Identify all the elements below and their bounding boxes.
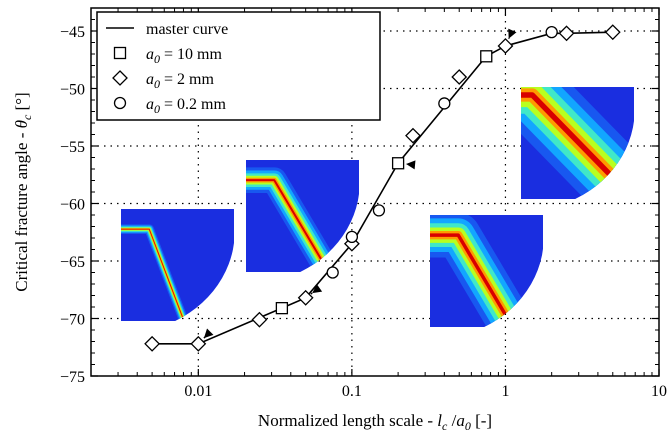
x-tick-label: 10 <box>651 383 667 400</box>
inset-band <box>430 233 513 326</box>
legend-box <box>96 11 381 121</box>
data-point-circle <box>545 26 558 39</box>
y-tick-label: −55 <box>60 139 85 156</box>
inset-arrow-head <box>508 28 517 39</box>
data-point-diamond <box>251 311 268 328</box>
data-point-diamond <box>497 38 514 54</box>
data-point-diamond <box>451 69 468 85</box>
y-tick-label: −50 <box>60 82 85 99</box>
y-tick-label: −60 <box>60 197 85 214</box>
legend: master curve a0 = 10 mm a0 = 2 mm a0 = 0.2 … <box>96 11 381 121</box>
data-point-square <box>480 50 493 63</box>
inset-arrow-line <box>310 292 313 295</box>
x-axis-label: Normalized length scale - lc /a0 [-] <box>258 411 492 433</box>
y-axis-label: Critical fracture angle - θc [°] <box>12 92 34 291</box>
legend-label-1: a0 = 10 mm <box>146 46 222 66</box>
inset-band <box>246 179 329 271</box>
legend-label-2: a0 = 2 mm <box>146 71 214 91</box>
data-point-circle <box>372 204 386 217</box>
legend-marker-circle <box>113 96 127 110</box>
legend-label-0: master curve <box>146 21 228 38</box>
data-point-circle <box>345 230 359 244</box>
axis-ticks: 0.01 0.1 1 10 −75 −70 −65 −60 −55 −50 −45 <box>60 8 667 400</box>
data-point-diamond <box>558 25 575 42</box>
inset-arrow-head <box>312 284 323 294</box>
data-point-diamond <box>144 335 161 352</box>
y-tick-label: −45 <box>60 24 85 41</box>
x-tick-label: 0.01 <box>184 383 212 400</box>
data-point-square <box>275 301 289 315</box>
data-point-diamond <box>190 335 207 352</box>
y-tick-label: −75 <box>60 369 85 386</box>
x-tick-label: 0.1 <box>342 383 362 400</box>
inset-arrow-head <box>203 328 214 339</box>
inset-contour-4 <box>521 87 635 199</box>
data-point-diamond <box>604 24 621 41</box>
inset-band <box>121 228 184 319</box>
inset-arrow-head <box>406 160 416 170</box>
legend-marker-diamond <box>112 70 128 86</box>
x-tick-label: 1 <box>501 383 509 400</box>
y-tick-label: −65 <box>60 254 85 271</box>
inset-arrows <box>203 28 517 339</box>
legend-marker-square <box>113 46 127 60</box>
data-point-circle <box>326 266 339 279</box>
grid <box>91 8 659 376</box>
data-point-diamond <box>297 289 314 306</box>
data-point-square <box>391 157 405 170</box>
inset-band <box>521 92 631 196</box>
legend-label-3: a0 = 0.2 mm <box>146 96 226 116</box>
y-tick-label: −70 <box>60 312 85 329</box>
inset-contour-1 <box>121 209 234 321</box>
data-point-circle <box>438 97 451 110</box>
data-point-diamond <box>405 127 421 144</box>
series-layer <box>144 24 621 352</box>
inset-contour-3 <box>430 215 543 327</box>
